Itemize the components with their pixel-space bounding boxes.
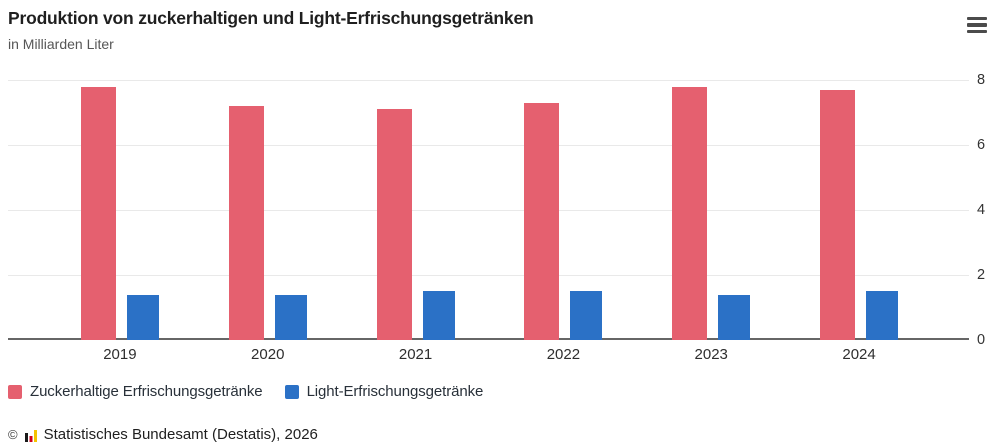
hamburger-icon <box>967 16 987 34</box>
x-tick-label-2024: 2024 <box>842 346 876 363</box>
gridline-4 <box>8 210 969 211</box>
bar-zuckerhaltige-2024[interactable] <box>820 89 856 340</box>
chart-menu-button[interactable] <box>962 12 992 38</box>
bar-group-2022 <box>489 80 637 340</box>
chart-subtitle: in Milliarden Liter <box>8 36 114 52</box>
x-tick-label-2019: 2019 <box>103 346 137 363</box>
x-tick-label-2022: 2022 <box>546 346 581 363</box>
legend-item-light[interactable]: Light-Erfrischungsgetränke <box>284 383 484 400</box>
copyright-symbol: © <box>8 427 18 442</box>
plot-area <box>8 80 969 340</box>
source-text: Statistisches Bundesamt (Destatis), 2026 <box>43 426 318 443</box>
bar-light-2024[interactable] <box>866 291 899 340</box>
bar-zuckerhaltige-2022[interactable] <box>524 102 560 340</box>
x-axis-labels: 2019 2020 2021 2022 2023 2024 <box>46 346 933 364</box>
bar-zuckerhaltige-2023[interactable] <box>672 86 708 340</box>
bar-group-2019 <box>46 80 194 340</box>
bar-light-2022[interactable] <box>570 291 603 340</box>
bar-group-2021 <box>342 80 490 340</box>
y-tick-label-8: 8 <box>977 72 986 88</box>
gridline-8 <box>8 80 969 81</box>
bar-light-2020[interactable] <box>274 294 307 340</box>
y-tick-label-6: 6 <box>977 137 986 153</box>
gridline-6 <box>8 145 969 146</box>
bar-light-2019[interactable] <box>126 294 159 340</box>
source-attribution: © Statistisches Bundesamt (Destatis), 20… <box>8 426 318 443</box>
x-tick-label-2020: 2020 <box>251 346 285 363</box>
legend-swatch-blue <box>284 384 299 399</box>
bar-group-2024 <box>785 80 933 340</box>
legend-item-zuckerhaltige[interactable]: Zuckerhaltige Erfrischungsgetränke <box>8 383 263 400</box>
legend-swatch-red <box>8 384 22 399</box>
bar-light-2023[interactable] <box>718 294 751 340</box>
destatis-logo-icon <box>24 429 37 442</box>
bar-groups <box>46 80 933 340</box>
y-tick-label-0: 0 <box>977 332 986 348</box>
bar-group-2023 <box>637 80 785 340</box>
bar-group-2020 <box>194 80 342 340</box>
gridline-2 <box>8 275 969 276</box>
legend-label: Zuckerhaltige Erfrischungsgetränke <box>30 383 263 400</box>
chart-title: Produktion von zuckerhaltigen und Light-… <box>8 8 534 28</box>
y-tick-label-4: 4 <box>977 202 986 218</box>
bar-zuckerhaltige-2021[interactable] <box>376 109 412 340</box>
legend-label: Light-Erfrischungsgetränke <box>306 383 484 400</box>
y-tick-label-2: 2 <box>977 267 986 283</box>
x-tick-label-2021: 2021 <box>398 346 433 363</box>
x-tick-label-2023: 2023 <box>694 346 728 363</box>
bar-zuckerhaltige-2020[interactable] <box>228 106 264 340</box>
bar-light-2021[interactable] <box>422 291 455 340</box>
bar-zuckerhaltige-2019[interactable] <box>80 86 116 340</box>
legend: Zuckerhaltige Erfrischungsgetränke Light… <box>8 383 483 400</box>
